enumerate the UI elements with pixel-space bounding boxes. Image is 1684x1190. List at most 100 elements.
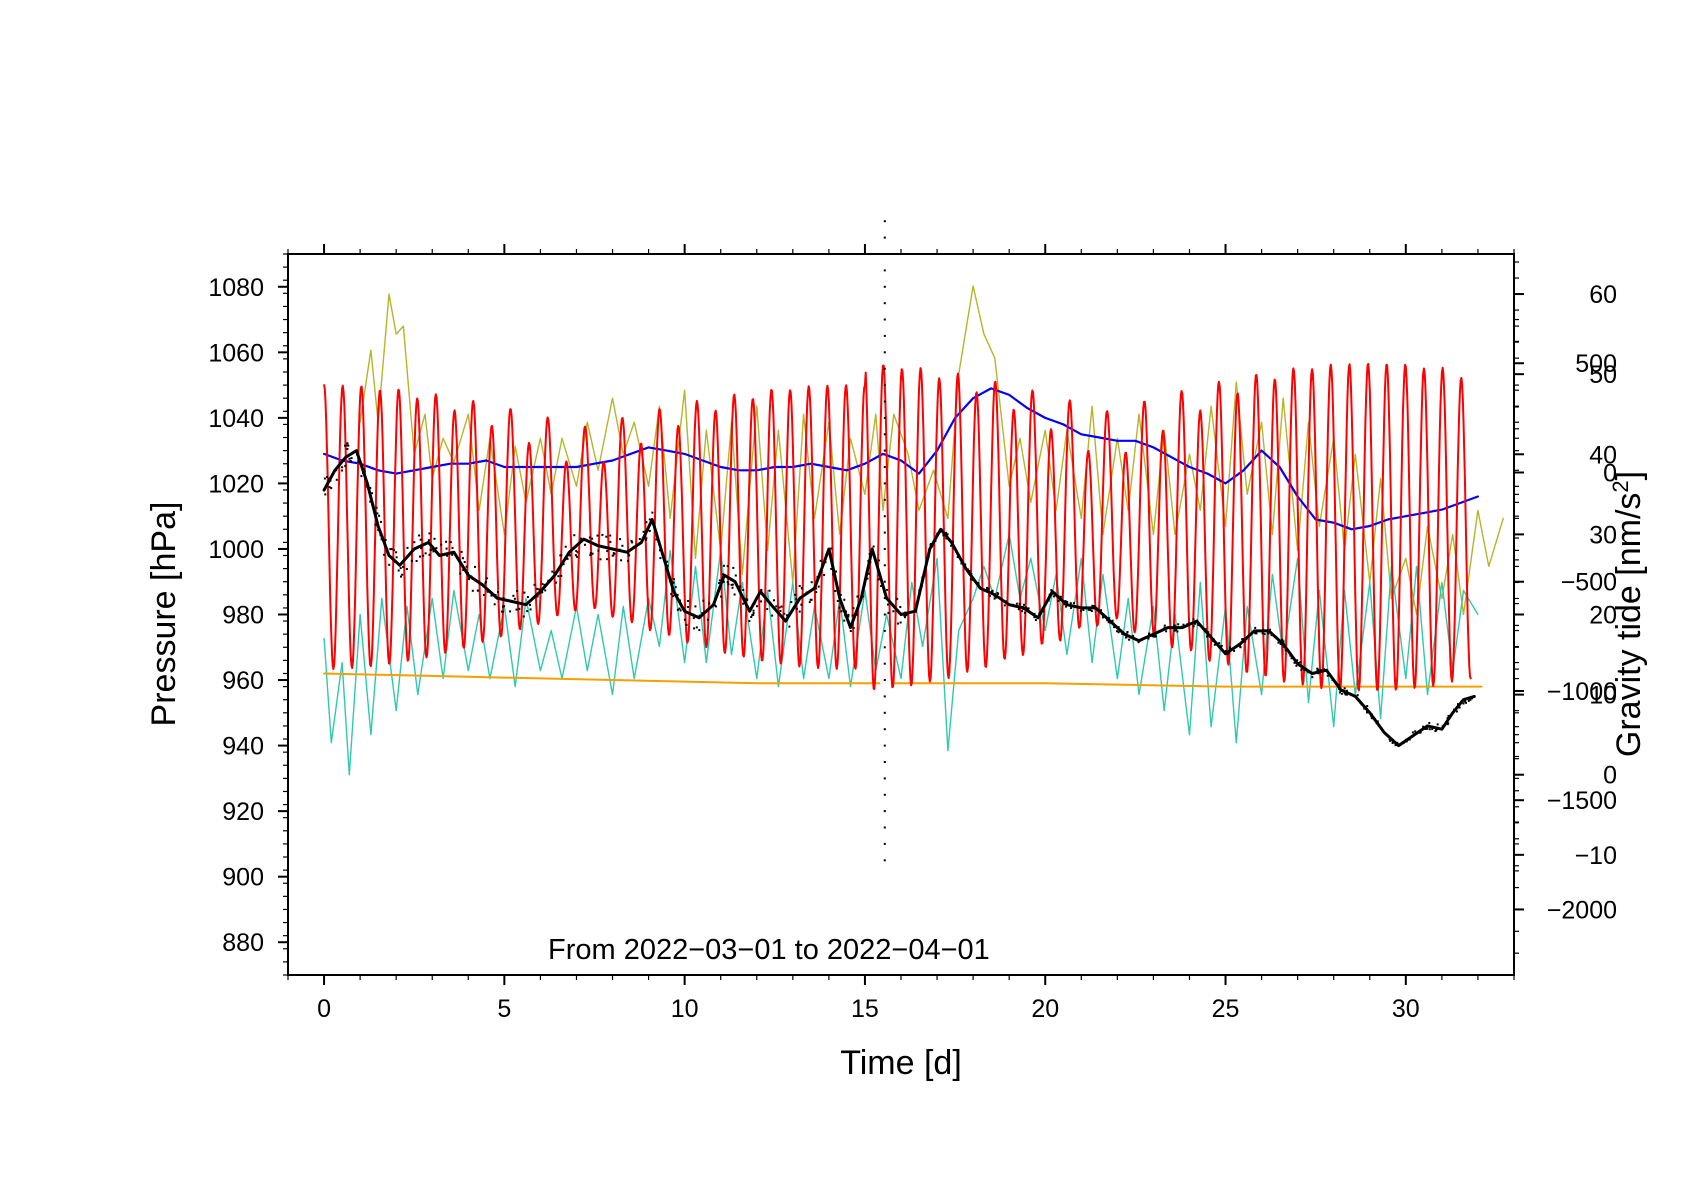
pressure-point: [574, 554, 577, 557]
pressure-point: [713, 604, 716, 607]
pressure-point: [584, 543, 586, 546]
pressure-point: [1107, 620, 1110, 623]
pressure-point: [861, 595, 864, 598]
pressure-point: [1213, 643, 1216, 646]
y-left-tick-label: 1080: [208, 274, 264, 302]
outlier-point: [883, 842, 886, 845]
pressure-point: [732, 566, 735, 569]
pressure-point: [448, 552, 450, 555]
pressure-point: [702, 599, 705, 602]
pressure-point: [771, 614, 774, 617]
pressure-point: [1131, 636, 1134, 639]
pressure-point: [886, 588, 889, 591]
pressure-point: [401, 573, 404, 576]
pressure-point: [877, 578, 880, 581]
pressure-point: [1282, 640, 1285, 643]
outlier-point: [883, 482, 886, 485]
pressure-point: [330, 487, 333, 490]
pressure-point: [856, 595, 859, 598]
pressure-point: [399, 567, 402, 570]
pressure-point: [1192, 625, 1195, 628]
pressure-point: [422, 554, 425, 557]
pressure-point: [752, 609, 755, 612]
pressure-point: [1237, 644, 1240, 647]
pressure-point: [1370, 714, 1373, 717]
pressure-point: [798, 585, 801, 587]
pressure-point: [1469, 698, 1472, 701]
outlier-point: [883, 416, 886, 419]
pressure-point: [326, 476, 329, 478]
pressure-point: [899, 621, 902, 624]
pressure-point: [1244, 640, 1247, 643]
pressure-point: [474, 565, 476, 568]
pressure-point: [1144, 636, 1147, 639]
pressure-point: [618, 548, 621, 551]
pressure-point: [1207, 631, 1210, 634]
pressure-point: [383, 553, 386, 556]
y-left-tick-label: 1020: [208, 470, 264, 498]
x-tick-label: 30: [1392, 995, 1420, 1023]
pressure-point: [465, 565, 468, 568]
outlier-point: [883, 285, 886, 288]
pressure-point: [1268, 630, 1271, 633]
pressure-point: [395, 551, 398, 554]
pressure-point: [883, 590, 885, 593]
pressure-point: [1255, 632, 1258, 635]
pressure-point: [606, 558, 608, 561]
pressure-point: [1253, 630, 1256, 632]
pressure-point: [768, 589, 771, 592]
pressure-point: [1111, 621, 1114, 624]
pressure-point: [676, 608, 679, 611]
pressure-point: [1223, 651, 1226, 654]
pressure-point: [852, 607, 855, 610]
pressure-point: [446, 554, 449, 557]
pressure-point: [350, 457, 353, 460]
series-orange-b: [892, 682, 1483, 688]
pressure-point: [328, 486, 331, 489]
pressure-point: [1182, 623, 1185, 626]
pressure-point: [752, 613, 755, 616]
pressure-point: [557, 575, 560, 578]
pressure-point: [541, 591, 544, 594]
pressure-point: [344, 464, 347, 467]
pressure-point: [419, 555, 421, 558]
pressure-point: [460, 550, 463, 553]
pressure-point: [780, 605, 783, 608]
pressure-point: [1093, 605, 1095, 608]
pressure-point: [659, 549, 661, 552]
pressure-point: [652, 523, 655, 526]
pressure-point: [1137, 641, 1140, 644]
pressure-point: [1268, 628, 1271, 631]
pressure-point: [726, 581, 729, 584]
pressure-point: [459, 572, 462, 575]
pressure-point: [1173, 624, 1176, 627]
pressure-point: [952, 546, 955, 549]
pressure-point: [1218, 642, 1221, 645]
pressure-point: [950, 541, 953, 544]
pressure-point: [877, 559, 880, 562]
pressure-point: [1428, 722, 1431, 724]
pressure-point: [383, 543, 386, 546]
pressure-point: [1312, 672, 1315, 675]
pressure-point: [683, 618, 686, 621]
pressure-point: [1117, 631, 1120, 634]
pressure-point: [855, 613, 858, 616]
x-tick-label: 5: [497, 995, 511, 1023]
pressure-point: [718, 579, 721, 582]
pressure-point: [529, 603, 531, 606]
pressure-point: [1111, 619, 1114, 622]
pressure-point: [1396, 741, 1399, 744]
pressure-point: [1219, 646, 1222, 649]
pressure-point: [1242, 640, 1245, 643]
pressure-point: [1148, 633, 1151, 636]
pressure-point: [817, 585, 820, 588]
pressure-point: [1069, 602, 1072, 605]
pressure-point: [1100, 611, 1103, 614]
pressure-point: [929, 543, 932, 545]
pressure-point: [964, 563, 967, 566]
pressure-point: [695, 626, 698, 629]
pressure-point: [533, 583, 536, 586]
pressure-point: [878, 574, 881, 577]
pressure-point: [779, 610, 782, 612]
pressure-point: [843, 619, 846, 622]
